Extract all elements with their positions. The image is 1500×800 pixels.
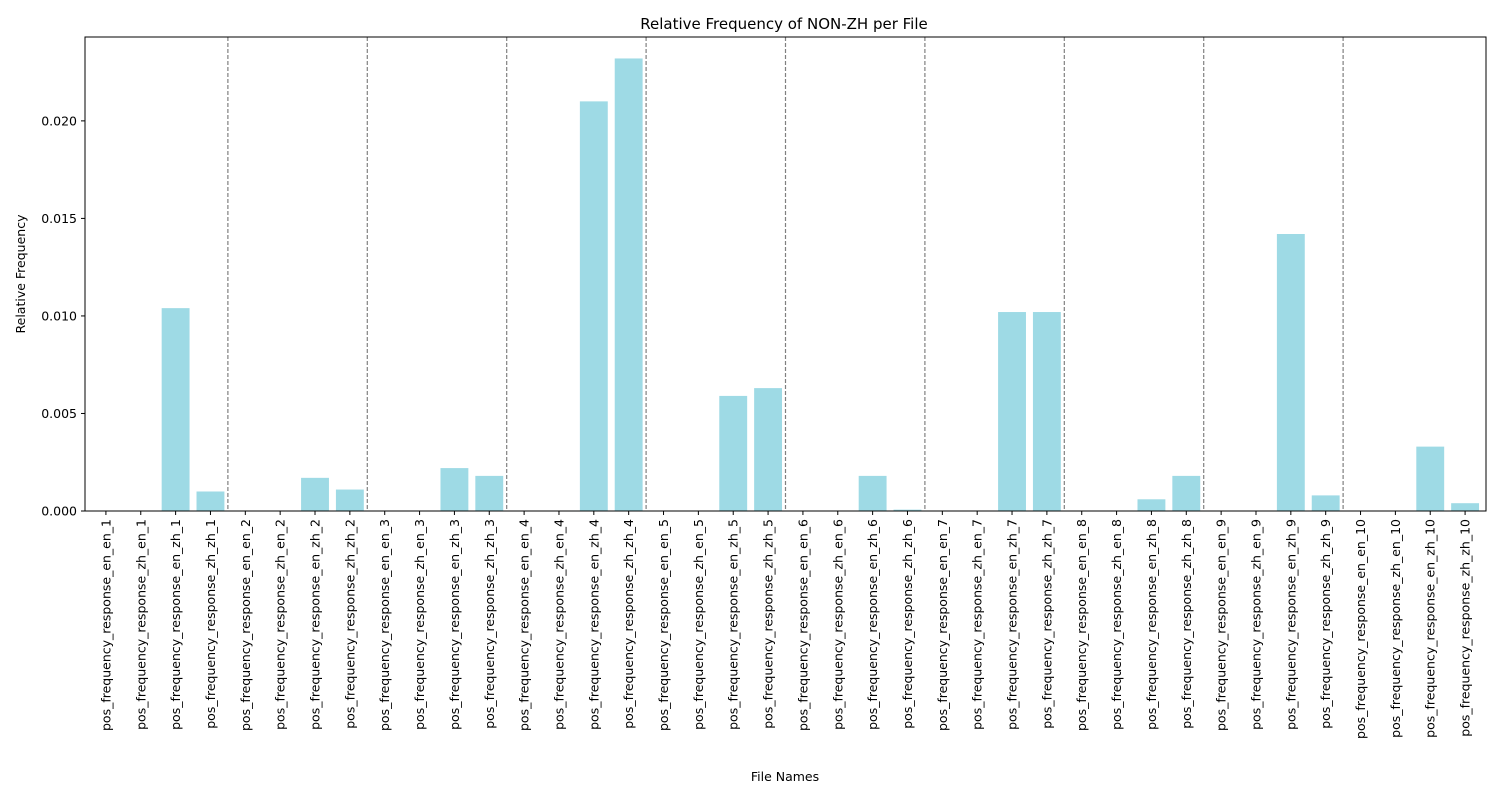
x-tick-label: pos_frequency_response_zh_zh_6 bbox=[900, 519, 915, 729]
bar-pos_frequency_response_en_zh_8 bbox=[1137, 499, 1166, 511]
bar-pos_frequency_response_zh_zh_6 bbox=[893, 509, 922, 511]
x-tick-label: pos_frequency_response_en_zh_3 bbox=[447, 519, 462, 730]
y-tick-label: 0.020 bbox=[41, 113, 77, 128]
bar-pos_frequency_response_zh_zh_9 bbox=[1311, 495, 1340, 511]
bar-pos_frequency_response_zh_zh_7 bbox=[1032, 312, 1061, 511]
bar-pos_frequency_response_en_zh_9 bbox=[1276, 234, 1305, 512]
x-tick-label: pos_frequency_response_en_en_2 bbox=[238, 519, 253, 731]
x-tick-label: pos_frequency_response_en_zh_9 bbox=[1283, 519, 1298, 730]
x-tick-label: pos_frequency_response_zh_en_10 bbox=[1388, 519, 1403, 738]
x-tick-label: pos_frequency_response_zh_en_4 bbox=[551, 519, 566, 730]
bar-pos_frequency_response_zh_zh_1 bbox=[196, 491, 225, 511]
bar-pos_frequency_response_zh_zh_2 bbox=[335, 489, 364, 511]
y-tick-label: 0.000 bbox=[41, 504, 77, 519]
x-tick-label: pos_frequency_response_zh_zh_5 bbox=[761, 519, 776, 729]
y-tick-label: 0.015 bbox=[41, 211, 77, 226]
group-separators bbox=[227, 37, 1344, 511]
x-tick-label: pos_frequency_response_en_zh_6 bbox=[865, 519, 880, 730]
x-tick-label: pos_frequency_response_zh_en_1 bbox=[133, 519, 148, 730]
x-axis-label: File Names bbox=[751, 769, 819, 784]
bar-pos_frequency_response_zh_zh_8 bbox=[1172, 475, 1201, 511]
x-tick-label: pos_frequency_response_en_zh_10 bbox=[1423, 519, 1438, 738]
x-tick-label: pos_frequency_response_zh_zh_2 bbox=[342, 519, 357, 729]
x-axis: pos_frequency_response_en_en_1 pos_freque… bbox=[98, 511, 1473, 739]
x-tick-label: pos_frequency_response_en_zh_1 bbox=[168, 519, 183, 730]
x-tick-label: pos_frequency_response_en_en_6 bbox=[795, 519, 810, 731]
bar-pos_frequency_response_en_zh_1 bbox=[161, 308, 190, 511]
x-tick-label: pos_frequency_response_zh_zh_3 bbox=[482, 519, 497, 729]
bar-pos_frequency_response_en_zh_7 bbox=[998, 312, 1026, 511]
x-tick-label: pos_frequency_response_en_en_4 bbox=[517, 519, 532, 731]
x-tick-label: pos_frequency_response_zh_zh_8 bbox=[1179, 519, 1194, 729]
x-tick-label: pos_frequency_response_zh_en_9 bbox=[1248, 519, 1263, 730]
x-tick-label: pos_frequency_response_zh_zh_10 bbox=[1458, 519, 1473, 737]
x-tick-label: pos_frequency_response_en_zh_7 bbox=[1005, 519, 1020, 730]
bar-pos_frequency_response_zh_zh_3 bbox=[475, 475, 504, 511]
bar-pos_frequency_response_en_zh_10 bbox=[1416, 446, 1445, 511]
y-axis-label: Relative Frequency bbox=[13, 214, 28, 334]
x-tick-label: pos_frequency_response_en_zh_8 bbox=[1144, 519, 1159, 730]
bar-pos_frequency_response_zh_zh_5 bbox=[754, 388, 783, 511]
x-tick-label: pos_frequency_response_en_zh_5 bbox=[726, 519, 741, 730]
bar-pos_frequency_response_en_zh_6 bbox=[858, 475, 887, 511]
bar-pos_frequency_response_zh_zh_10 bbox=[1451, 503, 1480, 511]
x-tick-label: pos_frequency_response_zh_en_5 bbox=[691, 519, 706, 730]
x-tick-label: pos_frequency_response_en_en_8 bbox=[1074, 519, 1089, 731]
x-tick-label: pos_frequency_response_en_en_7 bbox=[935, 519, 950, 731]
plot-frame bbox=[84, 36, 1487, 512]
x-tick-label: pos_frequency_response_zh_en_2 bbox=[273, 519, 288, 730]
x-tick-label: pos_frequency_response_zh_zh_4 bbox=[621, 519, 636, 729]
x-tick-label: pos_frequency_response_zh_en_7 bbox=[970, 519, 985, 730]
x-tick-label: pos_frequency_response_en_en_5 bbox=[656, 519, 671, 731]
bars bbox=[161, 58, 1480, 512]
y-axis: 0.000 0.005 0.010 0.015 0.020 bbox=[41, 113, 85, 519]
x-tick-label: pos_frequency_response_en_zh_2 bbox=[308, 519, 323, 730]
x-tick-label: pos_frequency_response_zh_en_6 bbox=[830, 519, 845, 730]
y-tick-label: 0.010 bbox=[41, 308, 77, 323]
x-tick-label: pos_frequency_response_en_zh_4 bbox=[586, 519, 601, 730]
x-tick-label: pos_frequency_response_zh_zh_9 bbox=[1318, 519, 1333, 729]
x-tick-label: pos_frequency_response_zh_en_3 bbox=[412, 519, 427, 730]
x-tick-label: pos_frequency_response_en_en_9 bbox=[1214, 519, 1229, 731]
x-tick-label: pos_frequency_response_zh_zh_7 bbox=[1039, 519, 1054, 729]
chart-title: Relative Frequency of NON-ZH per File bbox=[640, 15, 928, 33]
bar-pos_frequency_response_en_zh_3 bbox=[440, 468, 469, 511]
bar-pos_frequency_response_en_zh_2 bbox=[301, 477, 329, 511]
y-tick-label: 0.005 bbox=[41, 406, 77, 421]
bar-pos_frequency_response_en_zh_5 bbox=[719, 395, 748, 511]
x-tick-label: pos_frequency_response_zh_zh_1 bbox=[203, 519, 218, 729]
bar-pos_frequency_response_en_zh_4 bbox=[579, 101, 608, 512]
x-tick-label: pos_frequency_response_en_en_3 bbox=[377, 519, 392, 731]
x-tick-label: pos_frequency_response_en_en_10 bbox=[1353, 519, 1368, 739]
x-tick-label: pos_frequency_response_en_en_1 bbox=[98, 519, 113, 731]
bar-pos_frequency_response_zh_zh_4 bbox=[614, 58, 643, 512]
x-tick-label: pos_frequency_response_zh_en_8 bbox=[1109, 519, 1124, 730]
